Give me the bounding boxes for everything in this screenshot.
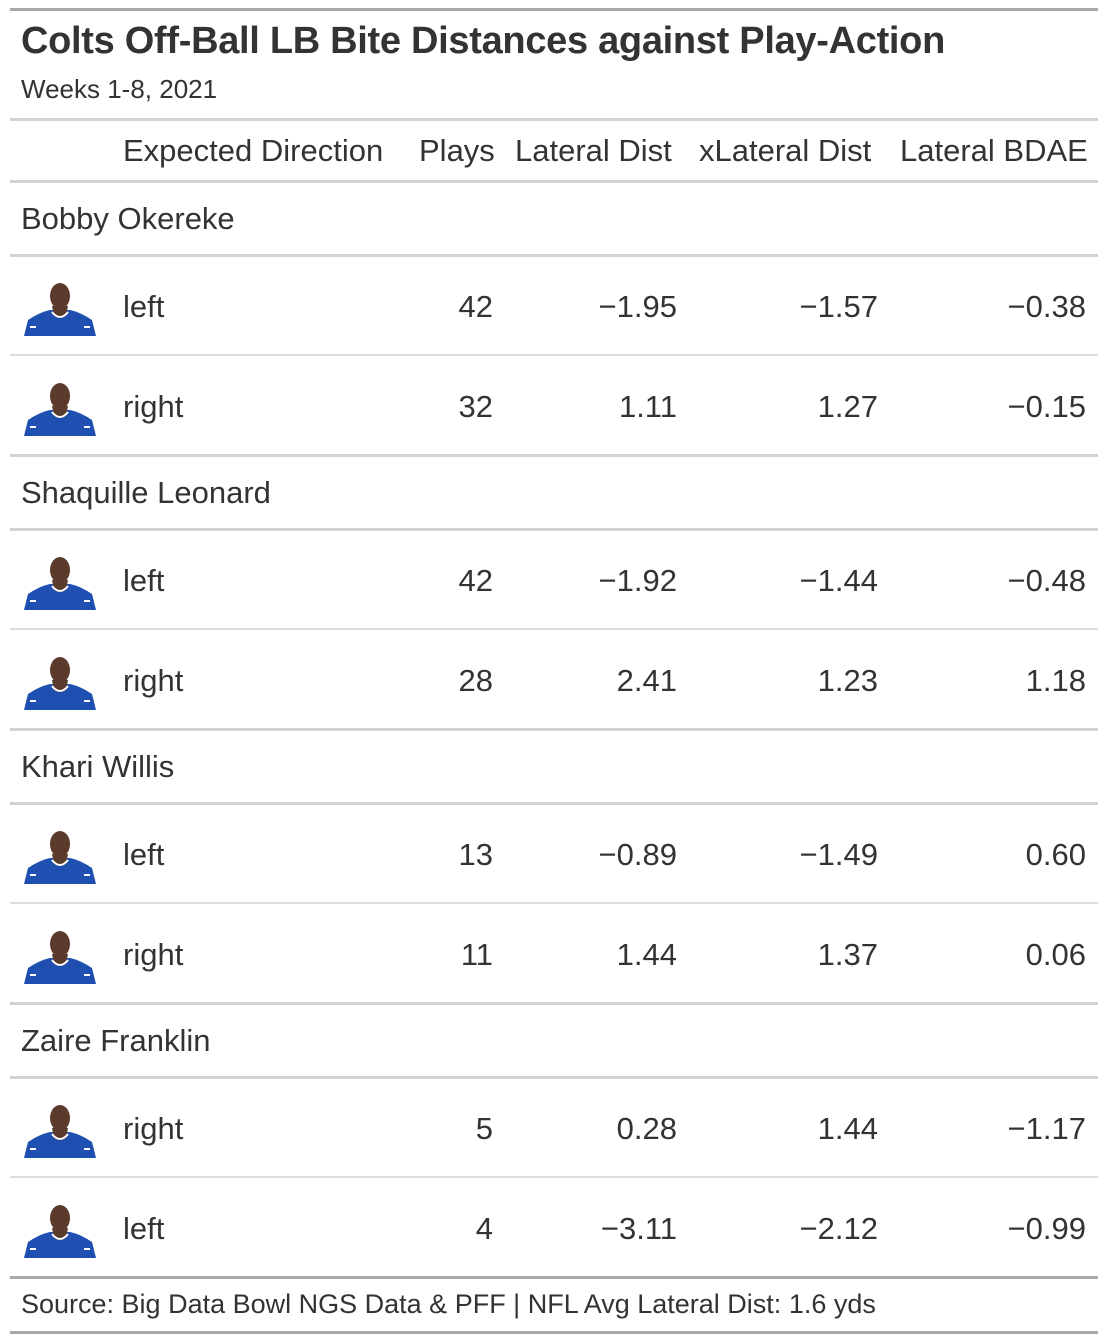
row-rule [10,902,1098,904]
player-headshot-icon [24,1105,96,1158]
group-rule [10,528,1098,531]
xlateral-dist-cell: 1.37 [817,937,878,972]
lateral-dist-cell: 2.41 [616,663,677,698]
col-header-lateral-bdae: Lateral BDAE [900,133,1088,168]
direction-cell: left [123,1211,165,1246]
player-headshot-icon [24,557,96,610]
lateral-dist-cell: −1.95 [598,289,677,324]
footer-bottom-rule [10,1331,1098,1334]
group-rule [10,1076,1098,1079]
xlateral-dist-cell: 1.44 [817,1111,878,1146]
plays-cell: 42 [458,563,493,598]
lateral-bdae-cell: −0.48 [1007,563,1086,598]
col-header-lateral-dist: Lateral Dist [515,133,672,168]
direction-cell: left [123,289,165,324]
col-header-plays: Plays [419,133,495,168]
xlateral-dist-cell: −1.44 [799,563,878,598]
direction-cell: right [123,1111,184,1146]
plays-cell: 4 [475,1211,493,1246]
table-subtitle: Weeks 1-8, 2021 [21,74,218,104]
lateral-dist-cell: 1.44 [616,937,677,972]
group-label-player: Bobby Okereke [21,201,235,236]
group-label-player: Khari Willis [21,749,175,784]
source-note: Source: Big Data Bowl NGS Data & PFF | N… [21,1289,876,1319]
direction-cell: right [123,389,184,424]
col-header-direction: Expected Direction [123,133,384,168]
xlateral-dist-cell: 1.23 [817,663,878,698]
plays-cell: 5 [475,1111,493,1146]
direction-cell: right [123,937,184,972]
player-headshot-icon [24,283,96,336]
row-rule [10,354,1098,356]
plays-cell: 32 [458,389,493,424]
plays-cell: 28 [458,663,493,698]
row-rule [10,728,1098,731]
lateral-dist-cell: −0.89 [598,837,677,872]
table-title: Colts Off-Ball LB Bite Distances against… [21,20,946,62]
group-label-player: Shaquille Leonard [21,475,271,510]
lateral-bdae-cell: 0.60 [1025,837,1086,872]
header-top-rule [10,118,1098,121]
player-headshot-icon [24,931,96,984]
plays-cell: 13 [458,837,493,872]
group-rule [10,254,1098,257]
xlateral-dist-cell: 1.27 [817,389,878,424]
row-rule [10,1176,1098,1178]
xlateral-dist-cell: −1.57 [799,289,878,324]
direction-cell: left [123,837,165,872]
xlateral-dist-cell: −1.49 [799,837,878,872]
player-headshot-icon [24,383,96,436]
lateral-dist-cell: −1.92 [598,563,677,598]
direction-cell: right [123,663,184,698]
row-rule [10,454,1098,457]
player-headshot-icon [24,657,96,710]
player-headshot-icon [24,831,96,884]
footer-top-rule [10,1276,1098,1279]
plays-cell: 42 [458,289,493,324]
top-border [10,8,1098,11]
lateral-bdae-cell: −0.99 [1007,1211,1086,1246]
lateral-bdae-cell: −1.17 [1007,1111,1086,1146]
direction-cell: left [123,563,165,598]
col-header-xlateral-dist: xLateral Dist [699,133,872,168]
lateral-bdae-cell: 0.06 [1025,937,1086,972]
row-rule [10,1002,1098,1005]
plays-cell: 11 [460,937,493,972]
lateral-bdae-cell: −0.15 [1007,389,1086,424]
xlateral-dist-cell: −2.12 [799,1211,878,1246]
lateral-bdae-cell: 1.18 [1025,663,1086,698]
group-label-player: Zaire Franklin [21,1023,211,1058]
row-rule [10,628,1098,630]
lateral-dist-cell: 1.11 [618,389,677,424]
player-headshot-icon [24,1205,96,1258]
lateral-bdae-cell: −0.38 [1007,289,1086,324]
group-rule [10,802,1098,805]
lateral-dist-cell: −3.11 [600,1211,677,1246]
header-bottom-rule [10,180,1098,183]
lateral-dist-cell: 0.28 [616,1111,677,1146]
